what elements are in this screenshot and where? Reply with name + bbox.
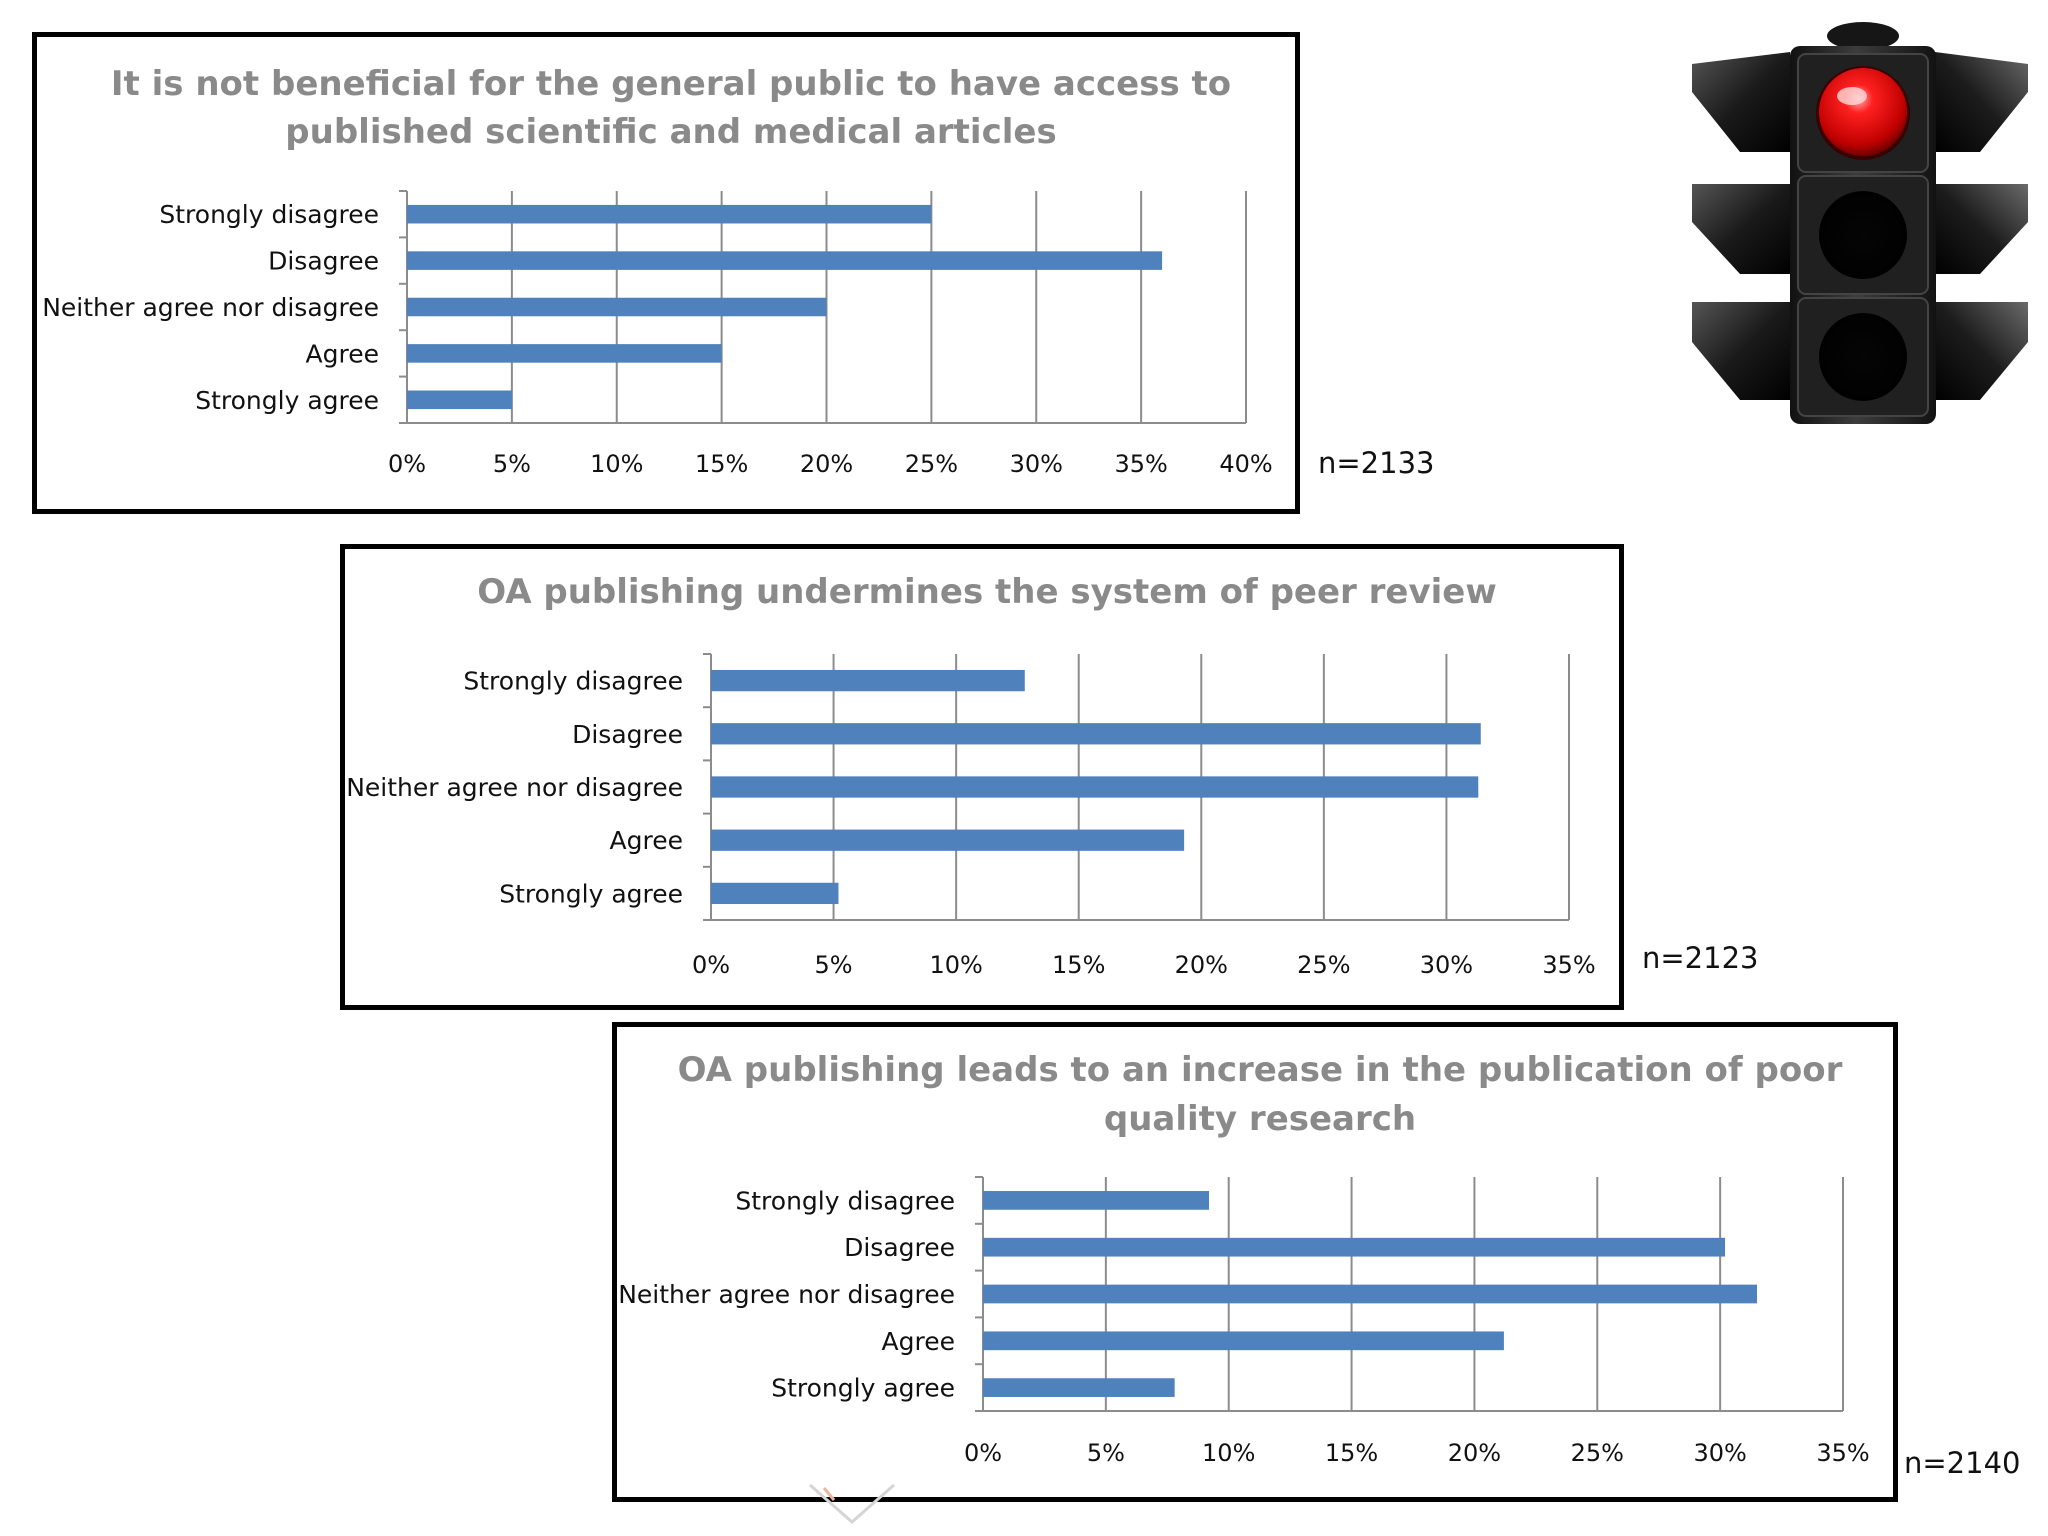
category-label: Disagree: [268, 247, 379, 276]
category-label: Strongly disagree: [735, 1186, 955, 1215]
category-label: Strongly agree: [771, 1374, 955, 1403]
x-tick-label: 25%: [1297, 951, 1350, 979]
category-label: Neither agree nor disagree: [42, 293, 379, 322]
green-lamp-icon: [1819, 313, 1907, 401]
bar-strongly-agree: [711, 882, 839, 905]
bar-disagree: [983, 1237, 1726, 1257]
category-label: Strongly disagree: [159, 200, 379, 229]
chart-title-line: quality research: [1104, 1099, 1416, 1139]
logo-remnant-icon: [809, 1483, 895, 1524]
x-tick-label: 15%: [695, 450, 748, 478]
bar-agree: [711, 829, 1185, 851]
x-tick-label: 25%: [905, 450, 958, 478]
x-tick-label: 5%: [1087, 1439, 1125, 1467]
chart-panel-public-access: It is not beneficial for the general pub…: [32, 32, 1300, 514]
category-label: Agree: [882, 1327, 955, 1356]
x-tick-label: 35%: [1114, 450, 1167, 478]
bar-agree: [983, 1331, 1504, 1351]
bar-neither-agree-nor-disagree: [983, 1284, 1757, 1304]
x-tick-label: 25%: [1571, 1439, 1624, 1467]
x-tick-label: 35%: [1542, 951, 1595, 979]
chart-poor-quality: OA publishing leads to an increase in th…: [618, 1050, 1869, 1467]
category-label: Agree: [306, 339, 379, 368]
x-tick-label: 20%: [1448, 1439, 1501, 1467]
chart-title-line: OA publishing undermines the system of p…: [477, 572, 1497, 612]
category-label: Disagree: [572, 720, 683, 749]
amber-lamp-icon: [1819, 191, 1907, 279]
chart-title-line: OA publishing leads to an increase in th…: [678, 1050, 1843, 1090]
traffic-light-icon: [1692, 22, 2028, 424]
x-tick-label: 5%: [493, 450, 531, 478]
category-label: Strongly disagree: [463, 667, 683, 696]
chart-title-line: published scientific and medical article…: [285, 112, 1056, 152]
x-tick-label: 20%: [800, 450, 853, 478]
bar-neither-agree-nor-disagree: [407, 297, 827, 317]
chart-public-access: It is not beneficial for the general pub…: [42, 64, 1272, 478]
sample-size-label: n=2133: [1318, 446, 1435, 480]
x-tick-label: 0%: [692, 951, 730, 979]
bar-agree: [407, 344, 722, 363]
chart-panel-poor-quality: OA publishing leads to an increase in th…: [612, 1022, 1898, 1502]
x-tick-label: 0%: [388, 450, 426, 478]
traffic-light-visor-right: [1935, 52, 2028, 400]
x-tick-label: 15%: [1325, 1439, 1378, 1467]
sample-size-label: n=2123: [1642, 941, 1759, 975]
chart-peer-review: OA publishing undermines the system of p…: [346, 572, 1595, 979]
bar-strongly-agree: [983, 1378, 1175, 1397]
x-tick-label: 5%: [815, 951, 853, 979]
x-tick-label: 0%: [964, 1439, 1002, 1467]
chart-title-line: It is not beneficial for the general pub…: [111, 64, 1231, 104]
x-tick-label: 35%: [1816, 1439, 1869, 1467]
x-tick-label: 30%: [1420, 951, 1473, 979]
bar-strongly-disagree: [711, 669, 1025, 692]
x-tick-label: 15%: [1052, 951, 1105, 979]
x-tick-label: 30%: [1010, 450, 1063, 478]
bar-neither-agree-nor-disagree: [711, 776, 1479, 798]
category-label: Disagree: [844, 1233, 955, 1262]
x-tick-label: 20%: [1175, 951, 1228, 979]
category-label: Strongly agree: [499, 879, 683, 908]
category-label: Neither agree nor disagree: [346, 773, 683, 802]
red-lamp-icon: [1819, 68, 1907, 156]
category-label: Strongly agree: [195, 386, 379, 415]
bar-disagree: [711, 723, 1481, 745]
chart-panel-peer-review: OA publishing undermines the system of p…: [340, 544, 1624, 1010]
bar-strongly-disagree: [407, 204, 932, 224]
x-tick-label: 40%: [1219, 450, 1272, 478]
sample-size-label: n=2140: [1904, 1446, 2021, 1480]
x-tick-label: 10%: [1202, 1439, 1255, 1467]
bar-disagree: [407, 251, 1163, 270]
category-label: Neither agree nor disagree: [618, 1280, 955, 1309]
bar-strongly-disagree: [983, 1191, 1210, 1210]
traffic-light-visor-left: [1692, 52, 1790, 400]
category-label: Agree: [610, 826, 683, 855]
x-tick-label: 10%: [590, 450, 643, 478]
bar-strongly-agree: [407, 390, 512, 410]
x-tick-label: 30%: [1693, 1439, 1746, 1467]
x-tick-label: 10%: [929, 951, 982, 979]
